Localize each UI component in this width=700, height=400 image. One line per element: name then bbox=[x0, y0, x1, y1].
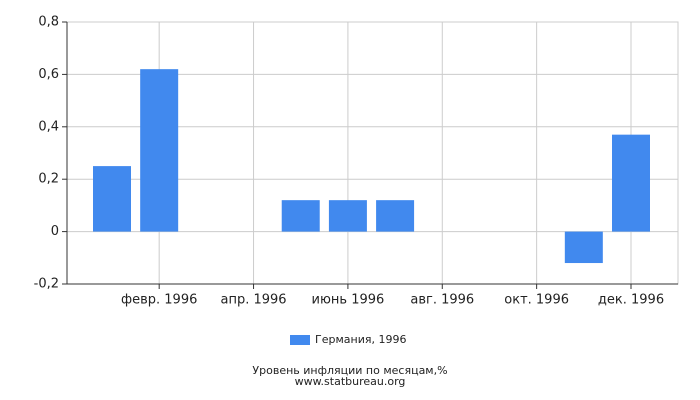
bar bbox=[93, 166, 131, 232]
bar bbox=[140, 69, 179, 232]
legend-label: Германия, 1996 bbox=[315, 333, 406, 346]
x-tick-label: июнь 1996 bbox=[312, 293, 385, 308]
legend-swatch bbox=[290, 335, 310, 345]
x-tick-label: дек. 1996 bbox=[598, 293, 664, 308]
bar bbox=[328, 200, 367, 232]
footer-text: www.statbureau.org bbox=[295, 375, 406, 388]
x-tick-label: апр. 1996 bbox=[221, 293, 287, 308]
y-tick-label: 0,6 bbox=[38, 67, 59, 82]
bar bbox=[376, 200, 415, 232]
x-tick-label: окт. 1996 bbox=[504, 293, 569, 308]
bar bbox=[612, 134, 650, 232]
y-tick-label: -0,2 bbox=[34, 277, 59, 292]
bar bbox=[564, 231, 603, 264]
bar bbox=[281, 200, 320, 232]
footer-text: Уровень инфляции по месяцам,% bbox=[252, 364, 447, 377]
x-tick-label: февр. 1996 bbox=[121, 293, 197, 308]
y-tick-label: 0,8 bbox=[38, 15, 59, 30]
y-tick-label: 0,4 bbox=[38, 119, 59, 134]
y-tick-label: 0,2 bbox=[38, 172, 59, 187]
x-tick-label: авг. 1996 bbox=[410, 293, 474, 308]
y-tick-label: 0 bbox=[51, 224, 59, 239]
